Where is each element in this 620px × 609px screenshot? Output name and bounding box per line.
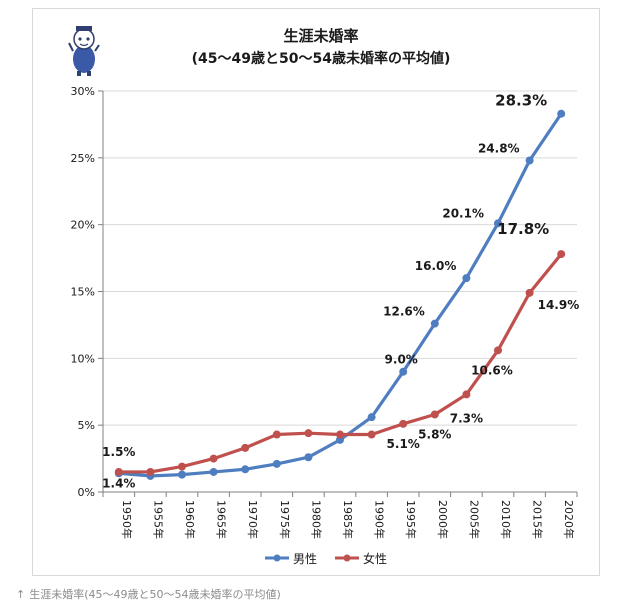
figure-caption: ↑ 生涯未婚率(45〜49歳と50〜54歳未婚率の平均値) [16,586,281,602]
x-tick-label: 1990年 [373,500,387,539]
x-tick-label: 1960年 [183,500,197,539]
chart-title: 生涯未婚率 [283,27,358,45]
data-point [430,410,439,419]
x-tick-label: 2015年 [531,500,545,539]
data-point [114,467,123,476]
data-point [304,453,313,462]
x-tick-label: 2005年 [467,500,481,539]
data-point [241,465,250,474]
legend-label-female: 女性 [363,551,387,566]
data-point [272,459,281,468]
x-tick-label: 1980年 [309,500,323,539]
x-tick-label: 2020年 [562,500,576,539]
data-point [272,430,281,439]
y-tick-label: 10% [71,352,95,365]
data-label: 28.3% [495,92,547,110]
x-tick-label: 1985年 [341,500,355,539]
series-lines [114,109,566,480]
data-label: 10.6% [471,363,513,377]
data-point [462,390,471,399]
legend-item-female: 女性 [335,551,387,566]
data-label: 5.1% [387,437,420,451]
data-label: 12.6% [383,305,425,319]
data-label: 20.1% [442,206,484,220]
data-point [304,429,313,438]
data-point [557,109,566,118]
chart-subtitle: (45〜49歳と50〜54歳未婚率の平均値) [192,50,451,67]
data-label: 14.9% [538,298,580,312]
mascot-icon [68,26,100,76]
x-tick-label: 1965年 [215,500,229,539]
data-point [494,346,502,355]
y-tick-label: 25% [71,152,95,165]
caption-text: 生涯未婚率(45〜49歳と50〜54歳未婚率の平均値) [29,588,281,601]
data-point [178,462,186,471]
x-tick-label: 1955年 [151,500,165,539]
y-tick-label: 15% [71,286,95,299]
data-point [209,454,218,463]
x-tick-label: 1950年 [120,500,134,539]
legend-item-male: 男性 [265,552,317,566]
data-point [399,367,408,376]
x-tick-label: 1995年 [404,500,418,539]
x-tick-label: 2010年 [499,500,513,539]
legend-label-male: 男性 [293,552,317,566]
data-label: 16.0% [415,259,457,273]
data-label: 9.0% [385,353,418,367]
y-tick-label: 20% [71,219,95,232]
data-point [146,467,155,476]
data-label: 1.4% [102,476,135,490]
x-tick-label: 1970年 [246,500,260,539]
data-labels: 1.4% 9.0% 12.6% 16.0% 20.1% 24.8% 28.3% 1.5% 5.1… [102,92,579,491]
axes [98,90,578,497]
data-point [525,156,534,165]
caption-arrow: ↑ [16,588,26,601]
data-point [178,470,186,479]
data-point [525,288,534,297]
chart-frame: 生涯未婚率 (45〜49歳と50〜54歳未婚率の平均値) 0% 5% 10% 15% 2… [32,8,600,576]
x-tick-label: 2000年 [436,500,450,539]
data-label: 24.8% [478,142,520,156]
data-point [209,467,218,476]
data-label: 17.8% [497,220,549,238]
data-point [430,319,439,328]
data-point [462,274,471,283]
legend: 男性 女性 [265,551,387,566]
data-point [367,413,376,422]
y-tick-label: 30% [71,85,95,98]
y-tick-label: 0% [78,486,95,499]
data-point [367,430,376,439]
data-label: 7.3% [450,411,483,425]
data-point [557,250,566,259]
chart-svg: 生涯未婚率 (45〜49歳と50〜54歳未婚率の平均値) 0% 5% 10% 15% 2… [68,26,579,566]
x-tick-labels: 1950年 1955年 1960年 1965年 1970年 1975年 1980年 1985年… [120,500,576,539]
data-point [241,443,250,452]
x-tick-label: 1975年 [278,500,292,539]
data-point [494,219,502,228]
data-point [399,419,408,428]
data-label: 1.5% [102,445,135,459]
y-tick-labels: 0% 5% 10% 15% 20% 25% 30% [71,85,95,499]
data-point [336,430,344,439]
series-line-male [118,112,563,478]
y-tick-label: 5% [78,419,95,432]
data-label: 5.8% [418,427,451,441]
